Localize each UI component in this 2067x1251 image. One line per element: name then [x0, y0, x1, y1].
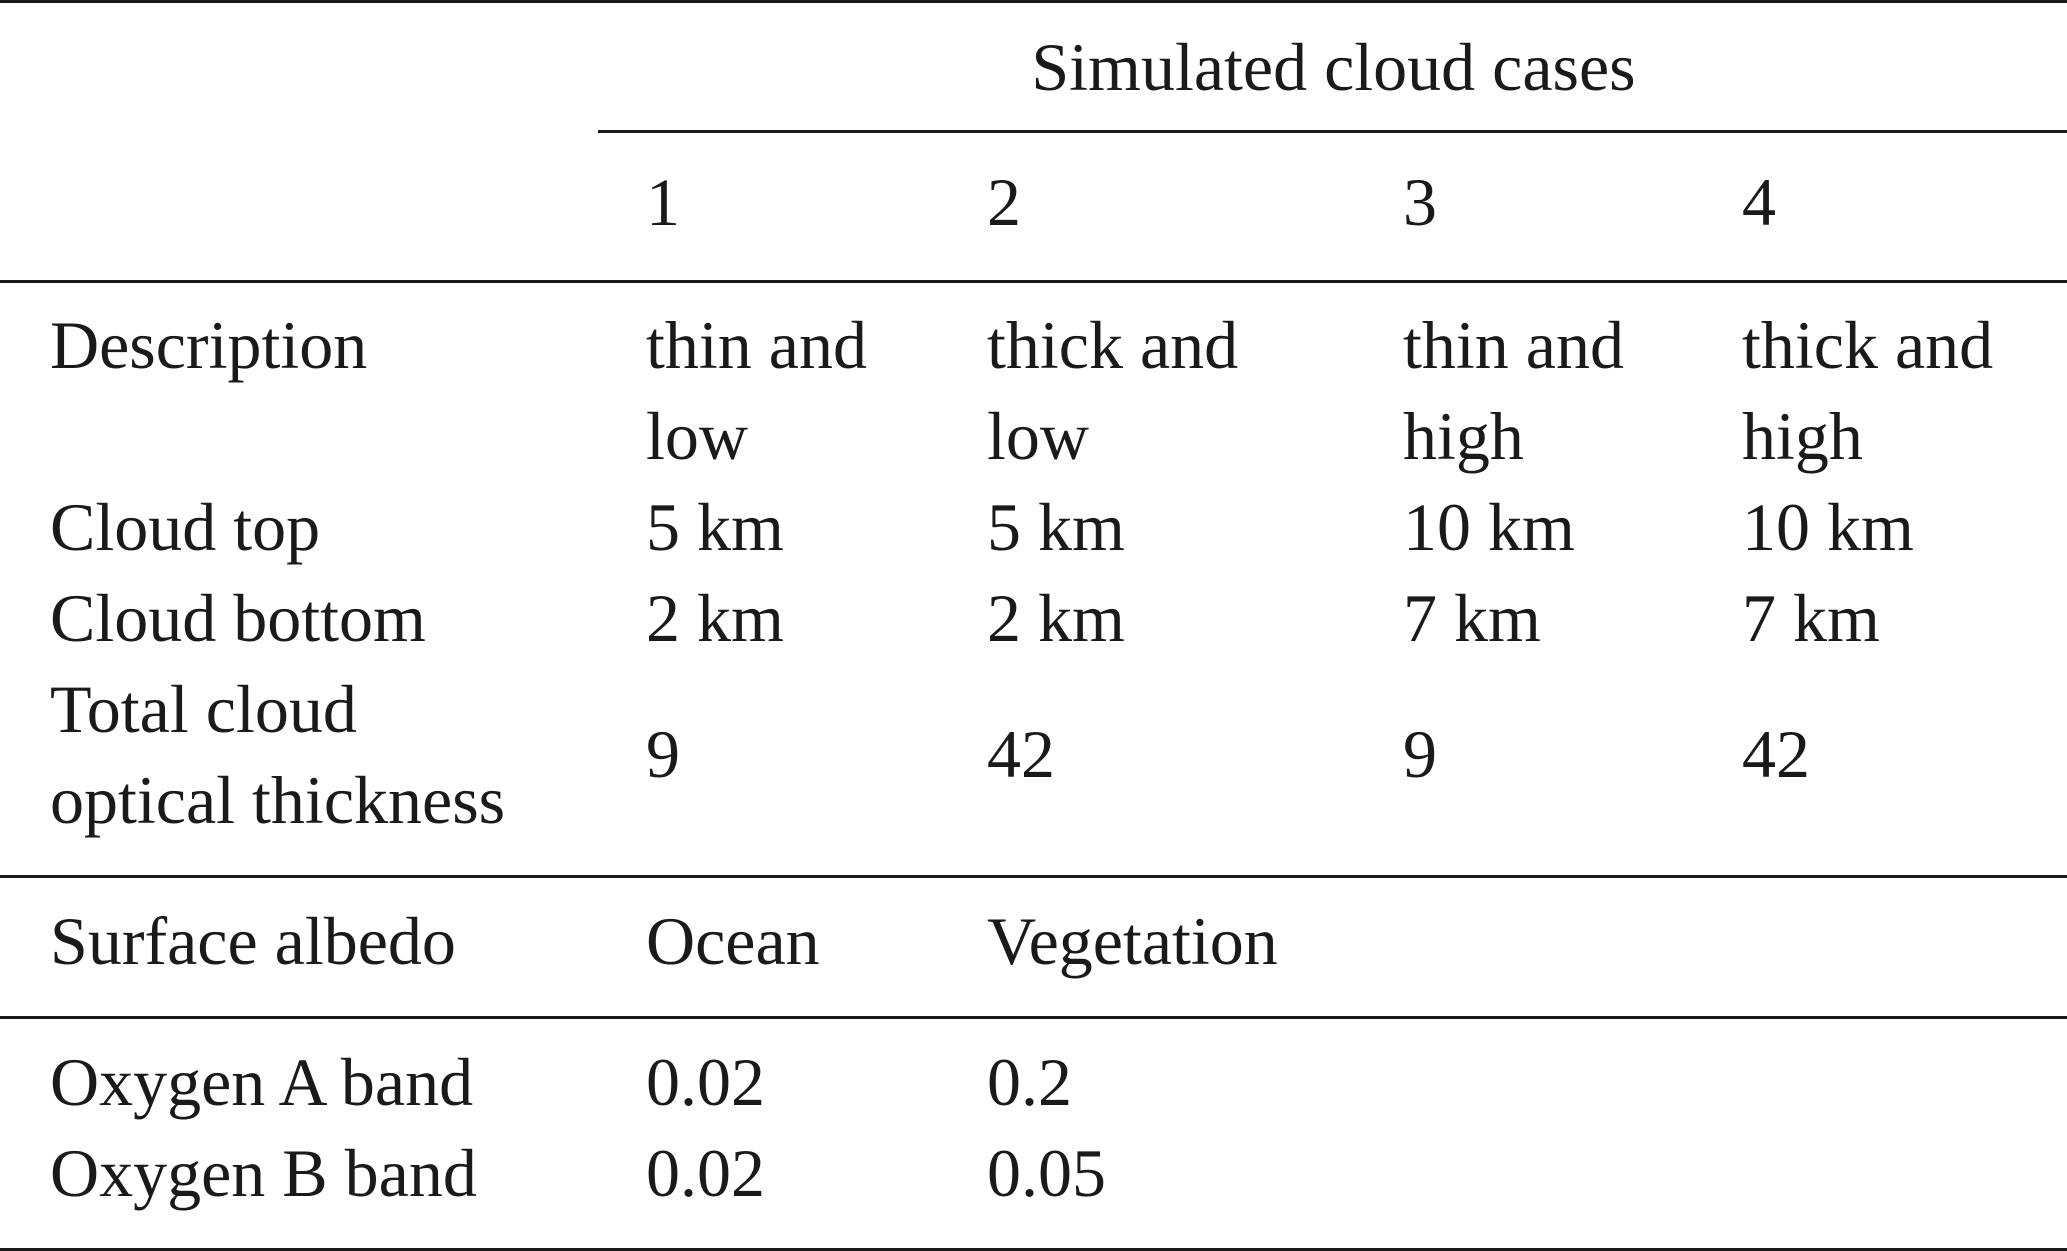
- group-header-rule: [598, 130, 2067, 133]
- cloud-top-case-3: 10 km: [1403, 489, 1575, 565]
- cloud-bottom-case-4: 7 km: [1742, 580, 1880, 656]
- case-number-2: 2: [987, 164, 1021, 240]
- surface-albedo-vegetation: Vegetation: [987, 903, 1278, 979]
- description-case-3-line-1: thin and: [1403, 307, 1624, 383]
- description-case-2-line-2: low: [987, 398, 1089, 474]
- cloud-bottom-case-3: 7 km: [1403, 580, 1541, 656]
- description-case-2-line-1: thick and: [987, 307, 1239, 383]
- optical-thickness-case-1: 9: [646, 716, 680, 792]
- description-case-4-line-1: thick and: [1742, 307, 1994, 383]
- surface-albedo-ocean: Ocean: [646, 903, 820, 979]
- cloud-top-case-1: 5 km: [646, 489, 784, 565]
- group-header: Simulated cloud cases: [1031, 29, 1636, 105]
- cloud-bottom-case-2: 2 km: [987, 580, 1125, 656]
- case-number-1: 1: [646, 164, 680, 240]
- top-rule: [0, 0, 2067, 3]
- header-bottom-rule: [0, 280, 2067, 283]
- description-case-1-line-2: low: [646, 398, 748, 474]
- row-label-description: Description: [50, 307, 368, 383]
- cloud-top-case-2: 5 km: [987, 489, 1125, 565]
- row-label-optical-thickness-line-2: optical thickness: [50, 762, 506, 838]
- row-label-cloud-bottom: Cloud bottom: [50, 580, 426, 656]
- oxygen-a-vegetation: 0.2: [987, 1044, 1072, 1120]
- case-number-4: 4: [1742, 164, 1776, 240]
- description-case-1-line-1: thin and: [646, 307, 867, 383]
- description-case-3-line-2: high: [1403, 398, 1524, 474]
- optical-thickness-case-4: 42: [1742, 716, 1810, 792]
- oxygen-b-ocean: 0.02: [646, 1135, 765, 1211]
- optical-thickness-case-2: 42: [987, 716, 1055, 792]
- optical-thickness-case-3: 9: [1403, 716, 1437, 792]
- albedo-section-rule: [0, 1016, 2067, 1019]
- bottom-rule: [0, 1248, 2067, 1251]
- row-label-optical-thickness-line-1: Total cloud: [50, 671, 357, 747]
- oxygen-a-ocean: 0.02: [646, 1044, 765, 1120]
- row-label-cloud-top: Cloud top: [50, 489, 321, 565]
- row-label-oxygen-b-band: Oxygen B band: [50, 1135, 477, 1211]
- row-label-surface-albedo: Surface albedo: [50, 903, 456, 979]
- oxygen-b-vegetation: 0.05: [987, 1135, 1106, 1211]
- row-label-oxygen-a-band: Oxygen A band: [50, 1044, 474, 1120]
- cloud-top-case-4: 10 km: [1742, 489, 1914, 565]
- cloud-section-rule: [0, 875, 2067, 878]
- cloud-bottom-case-1: 2 km: [646, 580, 784, 656]
- description-case-4-line-2: high: [1742, 398, 1863, 474]
- case-number-3: 3: [1403, 164, 1437, 240]
